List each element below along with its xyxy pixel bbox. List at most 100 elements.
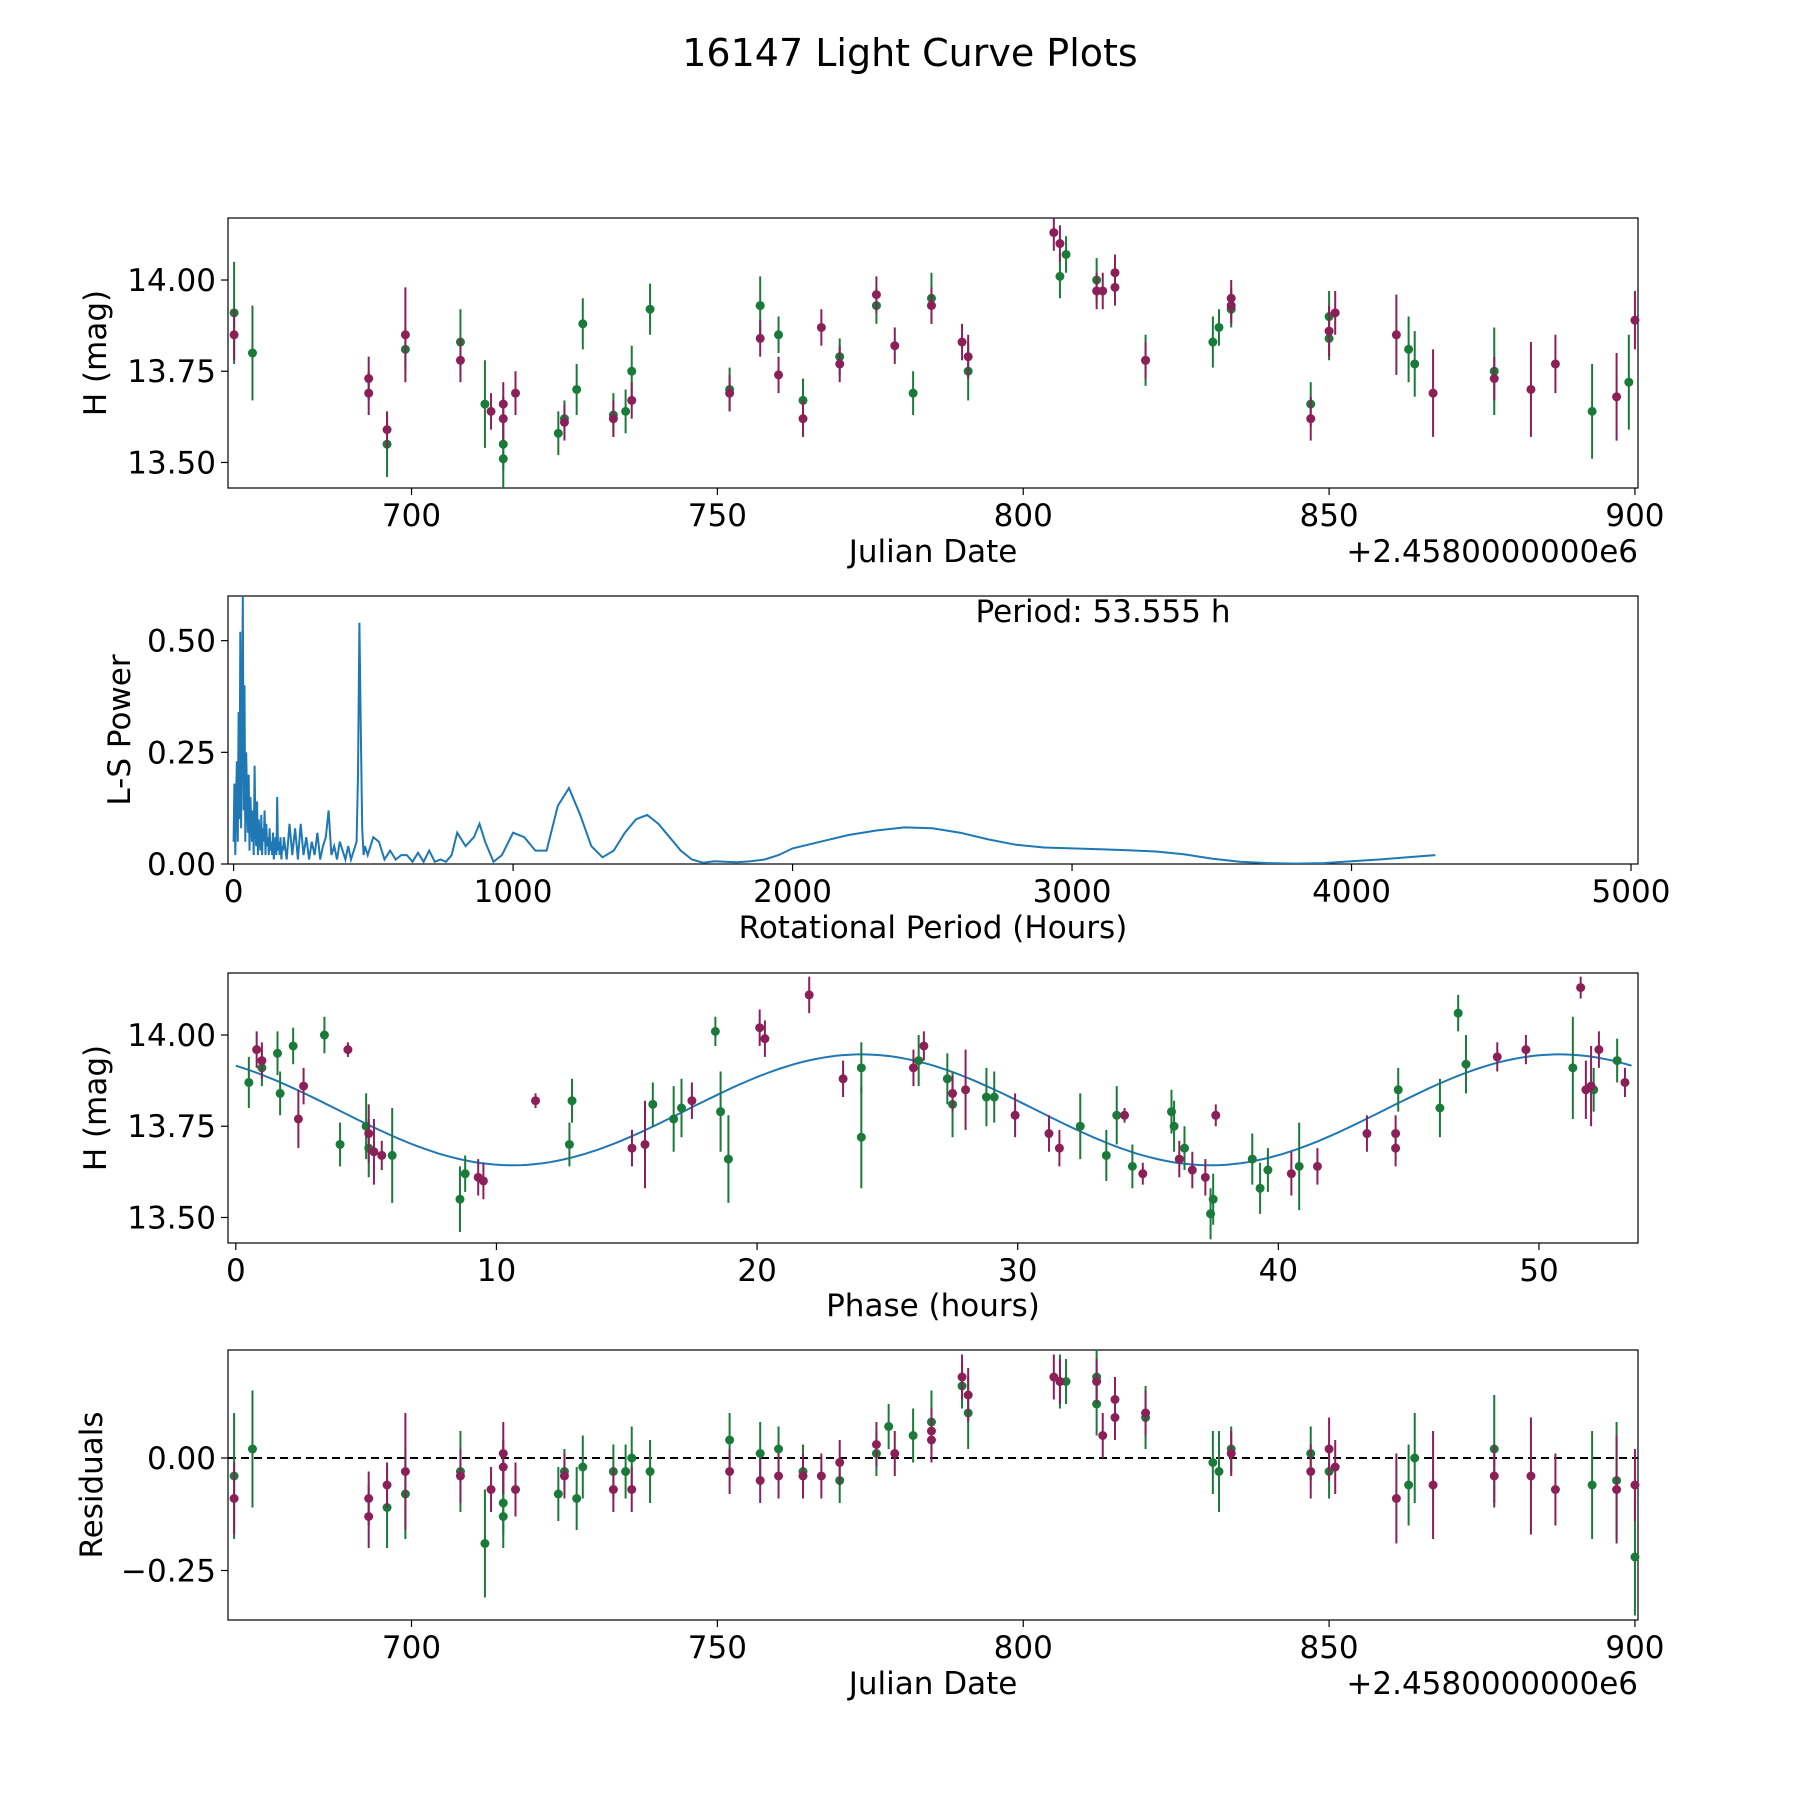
data-point	[252, 1045, 262, 1055]
data-point	[1410, 359, 1420, 369]
light-curve-y-ticks: 13.50 13.75 14.00	[127, 263, 228, 481]
data-point	[247, 1444, 257, 1454]
data-point	[343, 1045, 353, 1055]
figure-title: 16147 Light Curve Plots	[682, 31, 1137, 75]
data-point	[382, 1480, 392, 1490]
data-point	[299, 1081, 309, 1091]
data-point	[755, 301, 765, 311]
data-point	[804, 990, 814, 1000]
data-point	[1169, 1121, 1179, 1131]
data-point	[1330, 1462, 1340, 1472]
data-point	[1489, 1471, 1499, 1481]
data-point	[1208, 337, 1218, 347]
x-tick-label: 2000	[753, 874, 832, 910]
phase-fit-curve	[235, 1053, 1632, 1167]
data-point	[455, 355, 465, 365]
data-point	[364, 388, 374, 398]
data-point	[621, 406, 631, 416]
data-point	[369, 1147, 379, 1157]
data-point	[871, 290, 881, 300]
data-point	[1410, 1453, 1420, 1463]
data-point	[1612, 392, 1622, 402]
data-point	[608, 414, 618, 424]
data-point	[1428, 1480, 1438, 1490]
data-point	[926, 1435, 936, 1445]
data-point	[1630, 1552, 1640, 1562]
data-point	[1568, 1063, 1578, 1073]
x-tick-label: 800	[994, 1630, 1053, 1666]
periodogram-y-label: L-S Power	[102, 654, 138, 805]
data-point	[257, 1056, 267, 1066]
data-point	[229, 330, 239, 340]
data-point	[908, 388, 918, 398]
data-point	[627, 1143, 637, 1153]
residuals-x-offset: +2.4580000000e6	[1346, 1666, 1638, 1702]
x-tick-label: 0	[224, 874, 244, 910]
data-point	[645, 304, 655, 314]
data-point	[710, 1026, 720, 1036]
data-point	[480, 1539, 490, 1548]
y-tick-label: 13.75	[127, 1109, 216, 1145]
data-point	[486, 406, 496, 416]
data-point	[480, 399, 490, 409]
phase-x-ticks: 0 10 20 30 40 50	[226, 1243, 1559, 1289]
residuals-axes-frame	[227, 1349, 1639, 1621]
periodogram-x-ticks: 0 1000 2000 3000 4000 5000	[224, 864, 1671, 910]
data-point	[627, 395, 637, 405]
data-point	[1526, 384, 1536, 394]
residuals-y-label: Residuals	[74, 1411, 110, 1558]
data-point	[774, 1471, 784, 1481]
data-point	[1174, 1154, 1184, 1164]
data-point	[1255, 1183, 1265, 1193]
y-tick-label: 13.75	[127, 354, 216, 390]
data-point	[1492, 1052, 1502, 1062]
x-tick-label: 850	[1299, 1630, 1358, 1666]
light-curve-points	[229, 218, 1640, 488]
data-point	[1010, 1110, 1020, 1120]
data-point	[247, 348, 257, 358]
data-point	[1630, 1480, 1640, 1490]
data-point	[1550, 359, 1560, 369]
data-point	[1112, 1110, 1122, 1120]
phase-x-label: Phase (hours)	[826, 1288, 1040, 1324]
y-tick-label: 13.50	[127, 1200, 216, 1236]
data-point	[725, 1435, 735, 1445]
data-point	[1294, 1161, 1304, 1171]
data-point	[1630, 315, 1640, 325]
data-point	[989, 1092, 999, 1102]
data-point	[1226, 301, 1236, 311]
data-point	[1586, 1081, 1596, 1091]
data-point	[455, 1194, 465, 1204]
data-point	[244, 1077, 254, 1087]
data-point	[572, 1494, 582, 1503]
data-point	[627, 1453, 637, 1463]
data-point	[1404, 1480, 1414, 1490]
data-point	[455, 1471, 465, 1481]
periodogram-panel: 0 1000 2000 3000 4000 5000 0.00 0.25 0.50 Perio…	[102, 594, 1670, 946]
data-point	[640, 1139, 650, 1149]
data-point	[890, 341, 900, 351]
data-point	[755, 1476, 765, 1485]
data-point	[1054, 1143, 1064, 1153]
data-point	[498, 1498, 508, 1508]
x-tick-label: 900	[1605, 1630, 1664, 1666]
data-point	[1391, 330, 1401, 340]
data-point	[377, 1150, 387, 1160]
data-point	[511, 388, 521, 398]
data-point	[774, 1444, 784, 1454]
periodogram-axes-frame	[227, 595, 1639, 865]
x-tick-label: 700	[382, 1630, 441, 1666]
light-curve-x-offset: +2.4580000000e6	[1346, 534, 1638, 570]
data-point	[319, 1030, 329, 1040]
periodogram-x-label: Rotational Period (Hours)	[739, 910, 1128, 946]
x-tick-label: 5000	[1592, 874, 1671, 910]
data-point	[559, 1471, 569, 1481]
x-tick-label: 800	[994, 498, 1053, 534]
data-point	[621, 1467, 631, 1476]
data-point	[890, 1449, 900, 1458]
data-point	[1612, 1056, 1622, 1066]
x-tick-label: 20	[737, 1253, 776, 1289]
data-point	[1055, 271, 1065, 281]
data-point	[1286, 1169, 1296, 1179]
data-point	[553, 428, 563, 438]
